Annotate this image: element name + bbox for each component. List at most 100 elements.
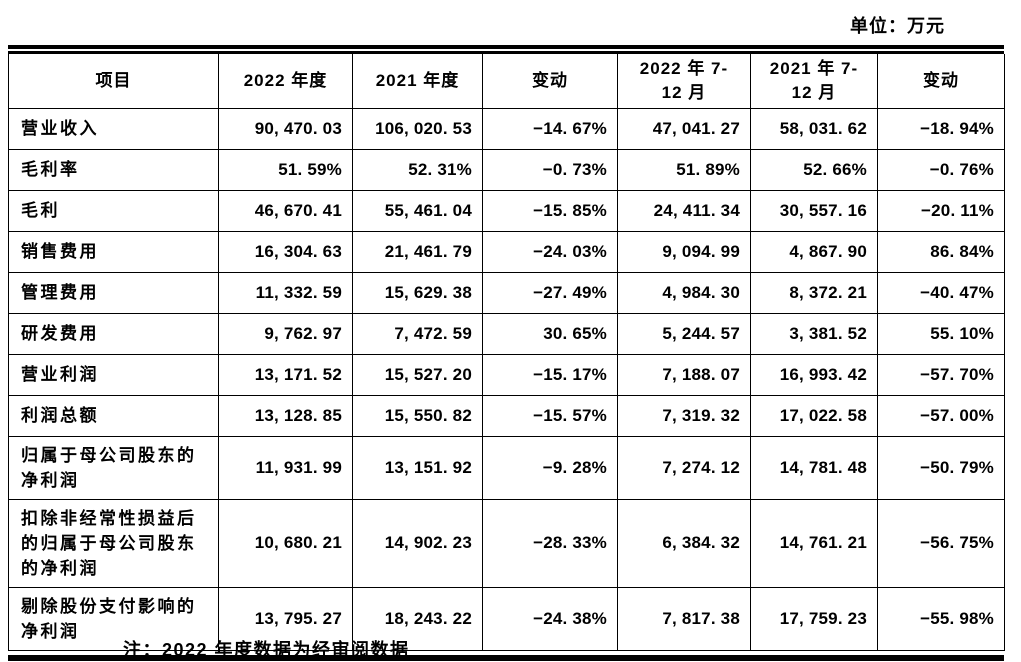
value-cell: 8, 372. 21 [750,271,878,314]
row-label: 毛利 [8,189,219,232]
value-cell: 3, 381. 52 [750,312,878,355]
value-cell: −55. 98% [877,586,1005,651]
value-cell: 13, 128. 85 [218,394,353,437]
value-cell: 7, 319. 32 [617,394,751,437]
value-cell: 9, 094. 99 [617,230,751,273]
value-cell: 52. 31% [352,148,483,191]
financial-comparison-table: 项目 2022 年度 2021 年度 变动 2022 年 7- 12 月 2021 年 7… [8,54,1005,651]
value-cell: 10, 680. 21 [218,498,353,588]
table-header: 项目 2022 年度 2021 年度 变动 2022 年 7- 12 月 2021 年 7… [8,54,1005,109]
table-row: 毛利 46, 670. 41 55, 461. 04 −15. 85% 24, 411.… [8,189,1005,232]
table-row: 销售费用 16, 304. 63 21, 461. 79 −24. 03% 9, 094… [8,230,1005,273]
value-cell: 7, 817. 38 [617,586,751,651]
row-label: 扣除非经常性损益后的归属于母公司股东的净利润 [8,498,219,588]
value-cell: 4, 867. 90 [750,230,878,273]
value-cell: 24, 411. 34 [617,189,751,232]
row-label: 营业利润 [8,353,219,396]
value-cell: 6, 384. 32 [617,498,751,588]
value-cell: 11, 931. 99 [218,435,353,500]
value-cell: 86. 84% [877,230,1005,273]
value-cell: −57. 00% [877,394,1005,437]
value-cell: 46, 670. 41 [218,189,353,232]
value-cell: 18, 243. 22 [352,586,483,651]
column-header: 2021 年度 [352,54,483,109]
value-cell: −27. 49% [482,271,618,314]
value-cell: 58, 031. 62 [750,107,878,150]
value-cell: 16, 304. 63 [218,230,353,273]
value-cell: −20. 11% [877,189,1005,232]
value-cell: 7, 188. 07 [617,353,751,396]
column-header: 项目 [8,54,219,109]
value-cell: 7, 274. 12 [617,435,751,500]
row-label: 剔除股份支付影响的净利润 [8,586,219,651]
row-label: 毛利率 [8,148,219,191]
table-row: 扣除非经常性损益后的归属于母公司股东的净利润 10, 680. 21 14, 902… [8,498,1005,588]
row-label: 销售费用 [8,230,219,273]
value-cell: 15, 550. 82 [352,394,483,437]
table-row: 毛利率 51. 59% 52. 31% −0. 73% 51. 89% 52. 66% −0… [8,148,1005,191]
table-row: 利润总额 13, 128. 85 15, 550. 82 −15. 57% 7, 319… [8,394,1005,437]
value-cell: 55, 461. 04 [352,189,483,232]
table-top-rule [8,45,1004,54]
value-cell: −0. 76% [877,148,1005,191]
value-cell: −18. 94% [877,107,1005,150]
table-header-row: 项目 2022 年度 2021 年度 变动 2022 年 7- 12 月 2021 年 7… [8,54,1005,109]
value-cell: −24. 03% [482,230,618,273]
value-cell: 17, 759. 23 [750,586,878,651]
value-cell: −24. 38% [482,586,618,651]
value-cell: −0. 73% [482,148,618,191]
table-row: 管理费用 11, 332. 59 15, 629. 38 −27. 49% 4, 984… [8,271,1005,314]
value-cell: 106, 020. 53 [352,107,483,150]
value-cell: 5, 244. 57 [617,312,751,355]
table-row: 营业收入 90, 470. 03 106, 020. 53 −14. 67% 47, 0… [8,107,1005,150]
value-cell: −50. 79% [877,435,1005,500]
footnote: 注：2022 年度数据为经审阅数据 [123,640,410,660]
value-cell: 90, 470. 03 [218,107,353,150]
value-cell: 17, 022. 58 [750,394,878,437]
value-cell: −28. 33% [482,498,618,588]
value-cell: 13, 795. 27 [218,586,353,651]
row-label: 研发费用 [8,312,219,355]
value-cell: −14. 67% [482,107,618,150]
value-cell: 16, 993. 42 [750,353,878,396]
value-cell: 15, 527. 20 [352,353,483,396]
column-header: 2022 年度 [218,54,353,109]
value-cell: −57. 70% [877,353,1005,396]
value-cell: 55. 10% [877,312,1005,355]
table-row: 营业利润 13, 171. 52 15, 527. 20 −15. 17% 7, 188… [8,353,1005,396]
value-cell: 13, 171. 52 [218,353,353,396]
value-cell: 14, 902. 23 [352,498,483,588]
value-cell: 11, 332. 59 [218,271,353,314]
column-header: 2022 年 7- 12 月 [617,54,751,109]
value-cell: 47, 041. 27 [617,107,751,150]
value-cell: 14, 761. 21 [750,498,878,588]
value-cell: 13, 151. 92 [352,435,483,500]
table-body: 营业收入 90, 470. 03 106, 020. 53 −14. 67% 47, 0… [8,107,1005,651]
value-cell: −9. 28% [482,435,618,500]
value-cell: −15. 17% [482,353,618,396]
value-cell: 15, 629. 38 [352,271,483,314]
row-label: 利润总额 [8,394,219,437]
value-cell: −15. 85% [482,189,618,232]
table-row: 剔除股份支付影响的净利润 13, 795. 27 18, 243. 22 −24. 3… [8,586,1005,651]
table-row: 研发费用 9, 762. 97 7, 472. 59 30. 65% 5, 244. 5… [8,312,1005,355]
column-header: 变动 [482,54,618,109]
financial-table-container: 项目 2022 年度 2021 年度 变动 2022 年 7- 12 月 2021 年 7… [8,45,1005,661]
row-label: 归属于母公司股东的净利润 [8,435,219,500]
value-cell: 9, 762. 97 [218,312,353,355]
row-label: 管理费用 [8,271,219,314]
table-row: 归属于母公司股东的净利润 11, 931. 99 13, 151. 92 −9. 28… [8,435,1005,500]
value-cell: −40. 47% [877,271,1005,314]
value-cell: 7, 472. 59 [352,312,483,355]
value-cell: 30, 557. 16 [750,189,878,232]
value-cell: 14, 781. 48 [750,435,878,500]
column-header: 变动 [877,54,1005,109]
column-header: 2021 年 7- 12 月 [750,54,878,109]
value-cell: 51. 89% [617,148,751,191]
unit-label: 单位：万元 [850,16,945,36]
value-cell: 51. 59% [218,148,353,191]
value-cell: 21, 461. 79 [352,230,483,273]
value-cell: 52. 66% [750,148,878,191]
value-cell: −56. 75% [877,498,1005,588]
